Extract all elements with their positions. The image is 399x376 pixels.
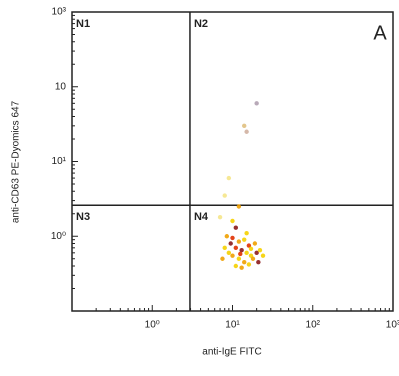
point: [233, 245, 239, 251]
point: [244, 230, 249, 236]
point: [217, 214, 223, 220]
point: [260, 253, 266, 258]
point: [224, 234, 230, 239]
point: [239, 248, 244, 253]
point: [244, 250, 249, 256]
point: [230, 218, 235, 224]
point: [230, 253, 235, 258]
point: [256, 259, 261, 265]
x-tick-label: 10¹: [225, 320, 240, 331]
point: [222, 245, 227, 251]
point: [242, 237, 247, 242]
point: [238, 251, 243, 257]
x-tick-label: 10³: [386, 320, 399, 331]
point: [236, 204, 242, 209]
quadrant-label: N4: [194, 211, 209, 223]
x-tick-label: 10⁰: [145, 320, 160, 331]
plot-frame: [71, 11, 394, 312]
point: [230, 235, 235, 241]
point: [254, 101, 259, 106]
quadrant-label: N3: [76, 211, 90, 223]
point: [248, 246, 254, 251]
point: [228, 241, 233, 246]
point: [242, 123, 247, 129]
point: [254, 250, 259, 256]
panel-label: A: [373, 22, 387, 44]
y-tick-label: 10: [55, 81, 67, 92]
point: [246, 243, 252, 248]
point: [226, 250, 232, 256]
y-tick-label: 10⁰: [51, 231, 66, 242]
x-axis-label: anti-IgE FITC: [202, 347, 261, 358]
point: [220, 256, 225, 261]
point: [257, 248, 263, 253]
point: [252, 241, 258, 246]
y-axis-label: anti-CD63 PE-Dyomics 647: [11, 100, 22, 223]
y-tick-label: 10¹: [52, 156, 67, 167]
point: [222, 193, 227, 198]
quadrant-label: N2: [194, 18, 208, 30]
point: [246, 262, 252, 267]
point: [250, 256, 256, 261]
point: [236, 256, 242, 261]
point: [236, 239, 242, 244]
point: [244, 129, 249, 134]
point: [233, 225, 239, 230]
quadrant-label: N1: [76, 18, 90, 30]
point: [242, 259, 247, 265]
point: [233, 263, 239, 269]
point: [226, 175, 232, 181]
y-tick-label: 10³: [52, 7, 67, 18]
x-tick-label: 10²: [306, 320, 321, 331]
point: [239, 265, 244, 270]
